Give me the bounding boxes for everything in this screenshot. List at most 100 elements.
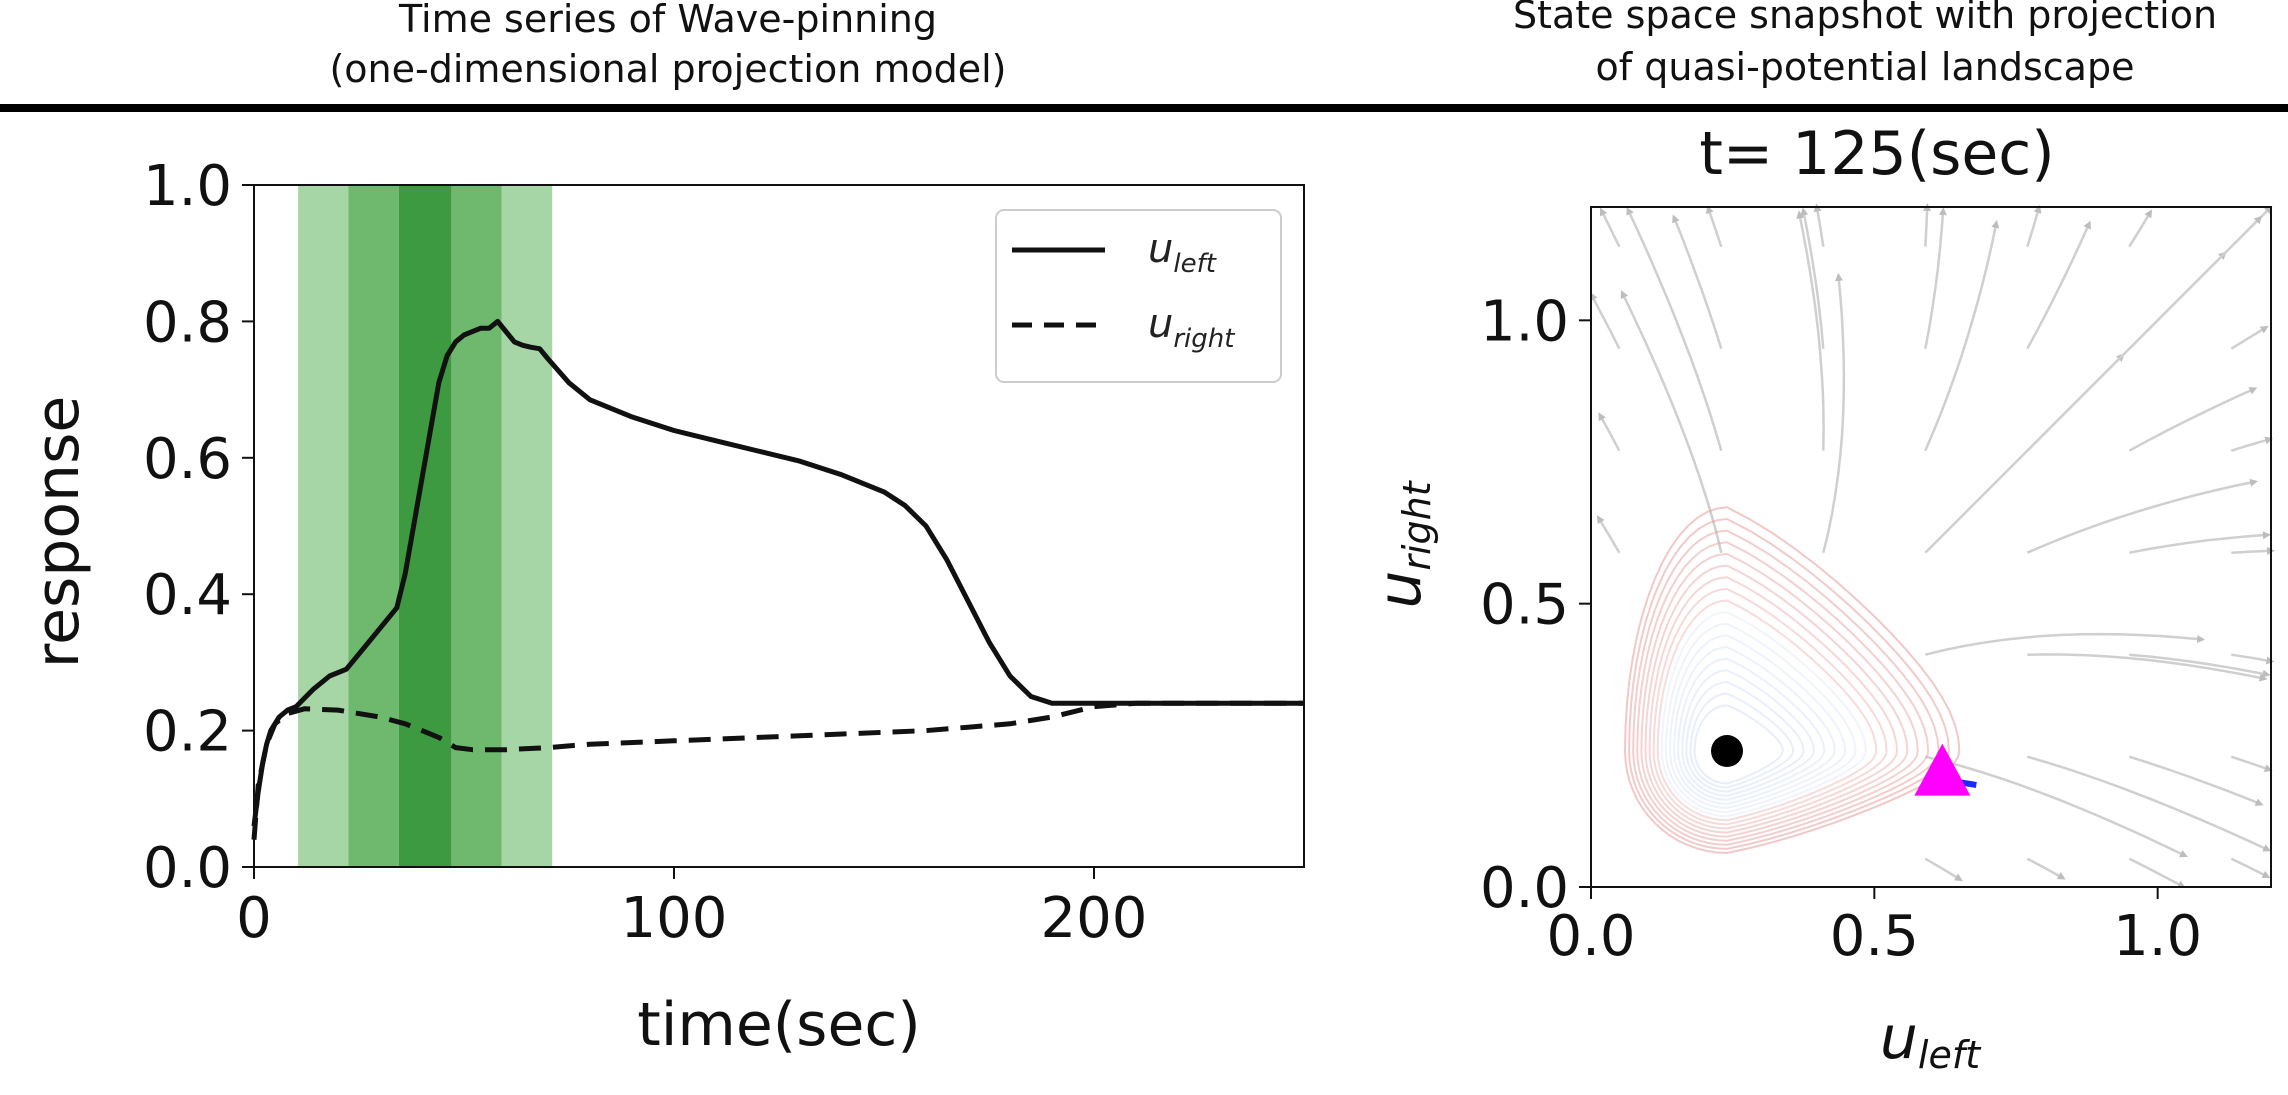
basin-contour [1636, 541, 1930, 842]
streamline [2129, 653, 2271, 678]
legend-label-u-left: uleft [1148, 226, 1217, 279]
basin-contour [1652, 587, 1888, 826]
y-tick-label: 0.4 [143, 563, 232, 628]
streamline [1672, 214, 1723, 350]
streamline [2231, 653, 2275, 665]
legend-label-u-right: uright [1148, 301, 1235, 354]
y-tick-label: 0.0 [143, 836, 232, 901]
stimulus-band-2 [348, 185, 399, 867]
left-header-line-2: (one-dimensional projection model) [329, 47, 1006, 91]
streamline [1796, 210, 1825, 451]
right-x-axis-label: uleft [1880, 1003, 1982, 1077]
streamline [1620, 290, 1723, 553]
streamline [2129, 531, 2271, 554]
streamline [2230, 436, 2274, 452]
basin-contour [1632, 529, 1940, 846]
state-space-chart: t= 125(sec) 0.0 0.5 1.0 0.0 0.5 1.0 uleft ur… [1365, 119, 2275, 1077]
streamline [1813, 203, 1825, 247]
streamline [2026, 857, 2066, 880]
current-state-marker [1914, 743, 1971, 796]
state-markers [1711, 735, 1977, 796]
y-tick-label: 1.0 [143, 154, 232, 219]
basin-contour [1681, 669, 1815, 797]
streamline [2230, 215, 2263, 248]
streamline [1924, 857, 1963, 882]
header-divider [0, 104, 2288, 112]
basin-contour [1689, 692, 1795, 789]
basin-contour [1623, 506, 1961, 855]
y-tick-label: 0.8 [143, 290, 232, 355]
legend: uleft uright [995, 209, 1282, 383]
x-tick-label: 0.0 [1546, 904, 1635, 969]
streamline [2128, 857, 2186, 888]
time-series-chart: 0 100 200 0.0 0.2 0.4 0.6 0.8 1.0 time(sec) res… [23, 154, 1305, 1060]
streamline [2026, 478, 2259, 554]
right-y-axis-label: uright [1365, 479, 1439, 608]
streamline [2230, 755, 2273, 772]
right-plot-frame [1590, 206, 2272, 888]
right-header-line-2: of quasi-potential landscape [1596, 45, 2135, 89]
stimulus-band-5 [501, 185, 553, 867]
streamline [1599, 207, 1621, 248]
x-tick-label: 100 [621, 886, 728, 951]
streamline [1596, 515, 1621, 554]
x-tick-label: 200 [1041, 886, 1148, 951]
basin-contour [1660, 611, 1867, 818]
left-panel-header: Time series of Wave-pinning (one-dimensi… [329, 0, 1006, 91]
flow-streamlines [1590, 203, 2275, 888]
left-y-axis-label: response [23, 396, 93, 669]
y-tick-label: 0.6 [143, 427, 232, 492]
streamline [1626, 206, 1723, 452]
series-line-u-right [251, 700, 1304, 840]
basin-contour [1668, 634, 1847, 810]
right-header-line-1: State space snapshot with projection [1513, 0, 2217, 37]
basin-contour [1640, 552, 1919, 838]
streamline [1822, 272, 1846, 553]
streamline [1706, 205, 1723, 248]
streamline [1800, 207, 1825, 349]
left-x-axis-label: time(sec) [637, 990, 921, 1060]
right-y-ticks: 0.0 0.5 1.0 [1480, 289, 1591, 921]
streamline [2026, 755, 2272, 852]
right-chart-title: t= 125(sec) [1699, 119, 2054, 189]
basin-contour [1644, 564, 1909, 834]
y-tick-label: 0.0 [1480, 856, 1569, 921]
quasi-potential-basin [1623, 506, 1961, 855]
x-tick-label: 0 [236, 886, 272, 951]
streamline [2026, 204, 2042, 248]
streamline [2027, 653, 2268, 682]
stimulus-band-1 [298, 185, 349, 867]
streamline [1590, 292, 1621, 350]
legend-box [995, 209, 1282, 383]
streamline [1598, 412, 1621, 452]
streamline [1925, 632, 2206, 656]
basin-contour [1685, 681, 1805, 793]
basin-contour [1628, 517, 1950, 850]
streamline [2230, 857, 2271, 879]
streamline [2128, 387, 2258, 452]
left-header-line-1: Time series of Wave-pinning [398, 0, 937, 41]
streamline [2128, 209, 2153, 248]
stable-point-marker [1711, 735, 1743, 767]
basin-contour [1648, 576, 1899, 830]
streamline [1925, 755, 2188, 858]
time-series-lines [251, 318, 1304, 840]
streamline [2026, 220, 2091, 350]
basin-contour [1664, 622, 1857, 814]
basin-contour [1693, 704, 1784, 785]
basin-contour [1656, 599, 1878, 822]
x-tick-label: 1.0 [2113, 904, 2202, 969]
right-panel-header: State space snapshot with projection of … [1513, 0, 2217, 89]
streamline [2128, 755, 2264, 806]
basin-contour [1673, 646, 1836, 805]
left-y-ticks: 0.0 0.2 0.4 0.6 0.8 1.0 [143, 154, 254, 901]
streamline [2231, 546, 2275, 555]
streamline [1923, 203, 1932, 247]
y-tick-label: 0.5 [1480, 573, 1569, 638]
stimulus-band-4 [451, 185, 502, 867]
x-tick-label: 0.5 [1830, 904, 1919, 969]
left-plot-frame [253, 184, 1305, 868]
series-line-u-left [251, 318, 1304, 827]
stimulus-band-3 [398, 185, 452, 867]
